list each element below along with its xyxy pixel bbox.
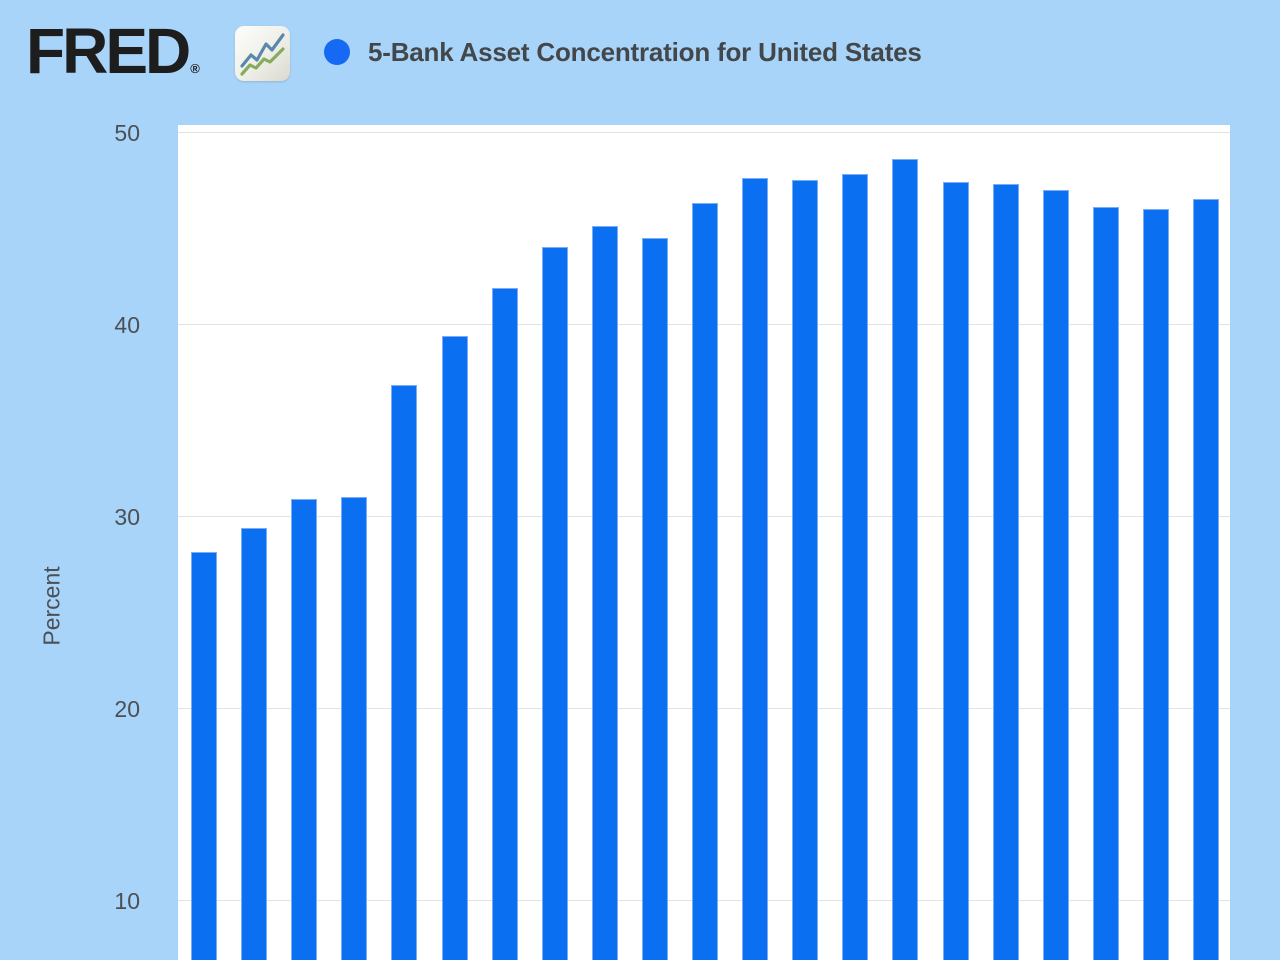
bar-21[interactable]	[1193, 199, 1219, 960]
y-axis-title: Percent	[38, 566, 65, 646]
bar-16[interactable]	[942, 181, 969, 960]
fred-sparkline-icon	[235, 26, 290, 81]
fred-logo[interactable]: FRED ®	[26, 14, 200, 88]
bar-4[interactable]	[341, 496, 368, 960]
bar-9[interactable]	[591, 226, 618, 960]
bar-20[interactable]	[1142, 208, 1169, 960]
bar-1[interactable]	[191, 552, 217, 960]
y-tick-label-10: 10	[114, 888, 140, 914]
y-tick-label-20: 20	[114, 696, 140, 722]
bar-14[interactable]	[842, 174, 869, 960]
bar-5[interactable]	[391, 385, 418, 960]
series-legend-dot-icon[interactable]	[324, 39, 350, 65]
bar-3[interactable]	[291, 498, 318, 960]
bar-19[interactable]	[1092, 206, 1119, 960]
bar-17[interactable]	[992, 183, 1019, 960]
gridline-50	[178, 132, 1230, 133]
bar-12[interactable]	[742, 178, 769, 960]
bar-13[interactable]	[792, 180, 819, 960]
fred-logo-text: FRED	[26, 15, 191, 87]
chart-title: 5-Bank Asset Concentration for United St…	[368, 37, 922, 67]
y-tick-label-30: 30	[114, 504, 140, 530]
bar-8[interactable]	[541, 247, 568, 960]
registered-trademark-symbol: ®	[190, 61, 200, 76]
bar-10[interactable]	[641, 237, 668, 960]
bar-7[interactable]	[491, 287, 518, 960]
bar-6[interactable]	[441, 335, 468, 960]
y-tick-label-50: 50	[114, 120, 140, 146]
y-tick-label-40: 40	[114, 312, 140, 338]
bar-18[interactable]	[1042, 189, 1069, 960]
bar-15[interactable]	[892, 158, 919, 960]
sparkline-graphic	[240, 33, 285, 76]
plot-area	[178, 125, 1230, 960]
bar-11[interactable]	[692, 203, 718, 960]
bar-2[interactable]	[241, 527, 268, 960]
